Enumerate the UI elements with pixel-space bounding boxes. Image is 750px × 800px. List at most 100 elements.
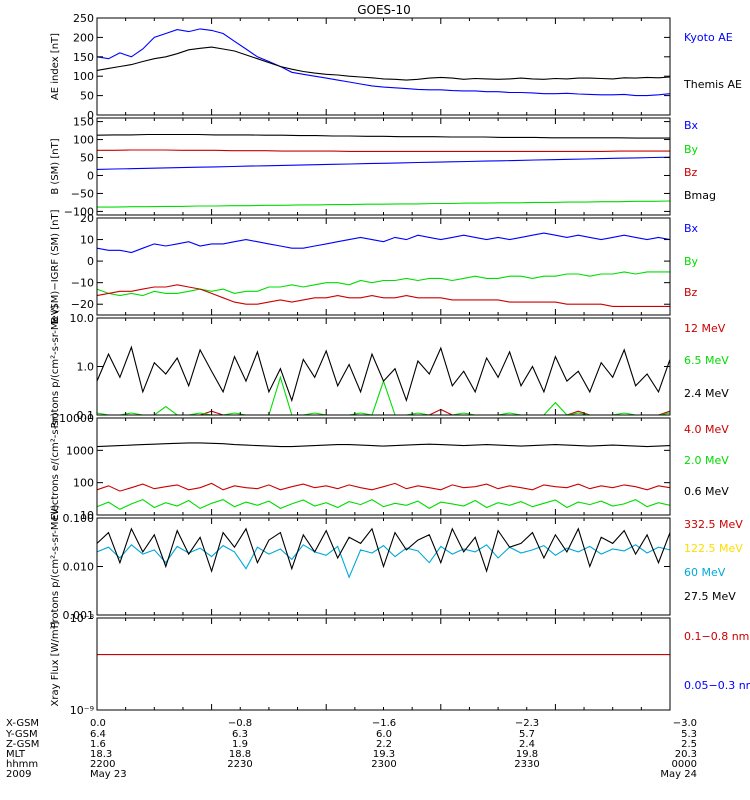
y-tick-label: 0.010 (63, 561, 95, 574)
legend-entry: Bx (684, 222, 699, 235)
panel-1: 0 50 100 150 200 250 AE index [nT] Kyoto AE Them… (50, 12, 742, 122)
figure-title: GOES-10 (357, 3, 411, 17)
legend-entry: 4.0 MeV (684, 423, 729, 436)
legend-entry: Bz (684, 286, 698, 299)
panel-frame (96, 417, 671, 516)
y-axis-label: Xray Flux [W/m²] (50, 621, 61, 706)
series-line-2-0-mev (96, 498, 671, 510)
x-axis-value: 5.7 (519, 729, 535, 740)
y-tick-label: 50 (80, 90, 94, 103)
legend-entry: 122.5 MeV (684, 542, 743, 555)
legend-entry: By (684, 255, 699, 268)
x-axis-value: −2.3 (515, 718, 539, 729)
legend-entry: Themis AE (683, 78, 742, 91)
x-axis-value: −0.8 (228, 718, 252, 729)
y-tick-label: 0.100 (63, 512, 95, 525)
legend-entry: 0.1−0.8 nm (684, 630, 749, 643)
series-line-bx (96, 232, 671, 254)
x-axis-value: 2.2 (376, 739, 392, 750)
y-tick-label: 100 (73, 70, 94, 83)
x-axis-value: 2300 (371, 759, 396, 770)
x-axis-value: 1.6 (90, 739, 106, 750)
y-tick-label: 0.001 (63, 609, 95, 622)
legend-entry: 0.6 MeV (684, 485, 729, 498)
y-axis-label: Protons p/(cm²-s-sr-MeV) (50, 305, 61, 429)
series-line-bmag (96, 133, 670, 139)
series-line-0-6-mev (96, 442, 671, 448)
y-tick-label: −50 (71, 187, 94, 200)
x-axis-value: 5.3 (681, 729, 697, 740)
y-tick-label: −10 (71, 277, 94, 290)
y-tick-label: 100 (73, 477, 94, 490)
y-tick-label: 10 (80, 234, 94, 247)
x-axis-value: 18.8 (229, 749, 251, 760)
x-axis-value: 6.3 (232, 729, 248, 740)
x-axis-row-label: X-GSM (6, 718, 39, 729)
series-line-by (96, 271, 670, 297)
y-tick-label: 250 (73, 12, 94, 25)
legend-entry: 6.5 MeV (684, 354, 729, 367)
legend-entry: 27.5 MeV (684, 590, 736, 603)
series-line-themis-ae (96, 46, 671, 81)
y-tick-label: −100 (64, 205, 94, 218)
x-axis-row-label: MLT (6, 749, 26, 760)
x-axis-row-label: Z-GSM (6, 739, 39, 750)
legend-entry: 2.4 MeV (684, 387, 729, 400)
panel-3: −20 −10 0 10 20 B (SM)−IGRF (SM) [nT] Bx By Bz (50, 209, 699, 323)
legend-entry: Bx (684, 119, 699, 132)
legend-entry: 60 MeV (684, 566, 726, 579)
x-axis-value: 19.8 (516, 749, 538, 760)
y-tick-label: 20 (80, 212, 94, 225)
x-axis-value: 1.9 (232, 739, 248, 750)
panel-frame (96, 217, 671, 316)
y-tick-label: 200 (73, 31, 94, 44)
x-axis-value: 0.0 (90, 718, 106, 729)
series-line-27-5-mev (96, 527, 671, 574)
y-tick-label: 150 (73, 116, 94, 129)
y-axis-label: Protons p/(cm²-s-sr-MeV) (50, 505, 61, 629)
y-tick-label: 1000 (66, 444, 94, 457)
legend-entry: 332.5 MeV (684, 518, 743, 531)
y-tick-label: 10.0 (70, 312, 95, 325)
series-line-2-4-mev (96, 345, 671, 403)
x-axis-row-label: Y-GSM (5, 729, 38, 740)
y-tick-label: 10000 (59, 412, 94, 425)
x-axis-value: 2200 (90, 759, 115, 770)
panel-frame (96, 317, 671, 416)
series-line-60-mev (96, 544, 671, 579)
y-axis-label: AE index [nT] (50, 33, 61, 100)
x-axis-value: May 24 (660, 769, 697, 780)
x-axis-value: 2230 (227, 759, 252, 770)
x-axis-value: 2330 (514, 759, 539, 770)
panel-frame (96, 117, 671, 216)
y-tick-label: 0 (87, 255, 94, 268)
legend-entry: 0.05−0.3 nm (684, 679, 750, 692)
x-axis-row-label: hhmm (6, 759, 38, 770)
y-tick-label: 1.0 (77, 361, 95, 374)
panel-frame (96, 17, 671, 116)
legend-entry: Bz (684, 166, 698, 179)
panel-frame (96, 617, 671, 711)
series-line-kyoto-ae (96, 28, 671, 97)
series-line-6-5-mev (96, 375, 671, 416)
y-tick-label: 50 (80, 152, 94, 165)
y-tick-label: 0 (87, 109, 94, 122)
x-axis-value: 2.5 (681, 739, 697, 750)
series-line-bx (96, 156, 671, 170)
x-axis-value: 20.3 (675, 749, 697, 760)
x-axis-value: 18.3 (90, 749, 112, 760)
series-line-bz (97, 149, 670, 152)
legend-entry: Bmag (684, 189, 716, 202)
x-axis-value: 6.0 (376, 729, 392, 740)
x-axis-value: 0000 (672, 759, 697, 770)
series-line-by (97, 200, 671, 208)
series-line-4-0-mev (96, 482, 671, 492)
x-axis-value: −1.6 (372, 718, 396, 729)
x-axis-value: 2.4 (519, 739, 535, 750)
y-tick-label: 0.1 (77, 409, 95, 422)
legend-entry: 12 MeV (684, 322, 726, 335)
legend-entry: Kyoto AE (684, 31, 733, 44)
